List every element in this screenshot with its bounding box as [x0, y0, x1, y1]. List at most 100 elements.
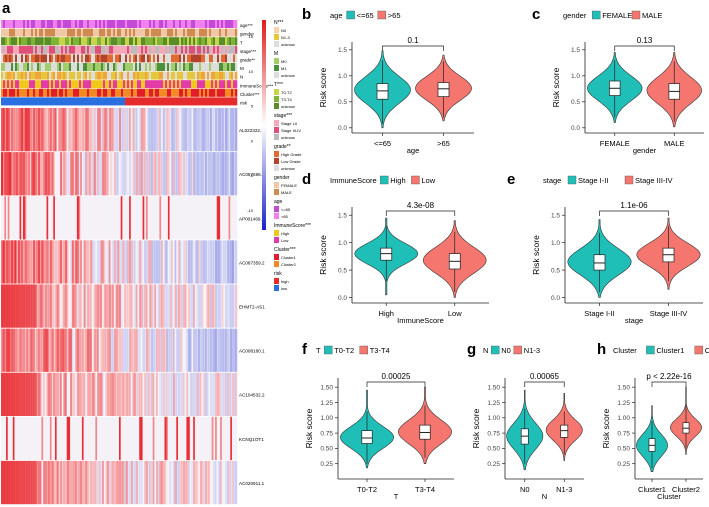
- heatmap-stripe: [43, 372, 46, 416]
- heatmap-stripe: [117, 416, 120, 461]
- heatmap-stripe: [117, 372, 120, 416]
- annotation-cell: [21, 97, 24, 106]
- annotation-cell: [175, 28, 178, 37]
- annotation-cell: [153, 71, 156, 80]
- legend-item: Cluster1: [281, 255, 297, 260]
- panel-f-violin-t: f T T0-T2 T3-T40.250.500.751.001.251.50Risk…: [302, 341, 454, 501]
- heatmap-stripe: [39, 328, 42, 372]
- heatmap-stripe: [51, 372, 54, 416]
- annotation-cell: [105, 80, 108, 89]
- heatmap-stripe: [63, 108, 66, 152]
- heatmap-stripe: [16, 460, 19, 505]
- annotation-cell: [49, 63, 52, 71]
- annotation-cell: [153, 97, 156, 106]
- heatmap-stripe: [194, 460, 197, 505]
- annotation-cell: [87, 45, 90, 54]
- annotation-label: M: [240, 66, 244, 71]
- annotation-cell: [165, 63, 168, 71]
- heatmap-stripe: [54, 416, 57, 461]
- heatmap-stripe: [75, 328, 78, 372]
- heatmap-stripe: [103, 284, 106, 328]
- annotation-cell: [37, 20, 40, 28]
- annotation-cell: [175, 80, 178, 89]
- heatmap-stripe: [215, 108, 218, 152]
- heatmap-stripe: [199, 152, 202, 196]
- heatmap-stripe: [196, 196, 199, 240]
- annotation-cell: [203, 97, 206, 106]
- annotation-cell: [125, 97, 128, 106]
- heatmap-stripe: [81, 328, 84, 372]
- heatmap-stripe: [152, 372, 155, 416]
- annotation-cell: [63, 80, 66, 89]
- heatmap-stripe: [14, 416, 17, 461]
- annotation-cell: [201, 54, 204, 63]
- heatmap-stripe: [93, 416, 96, 461]
- heatmap-stripe: [68, 108, 71, 152]
- annotation-cell: [167, 45, 170, 54]
- annotation-cell: [163, 37, 166, 46]
- heatmap-stripe: [210, 416, 213, 461]
- heatmap-stripe: [186, 108, 189, 152]
- annotation-cell: [125, 45, 128, 54]
- annotation-cell: [169, 54, 172, 63]
- legend-swatch: [274, 58, 279, 64]
- heatmap-stripe: [147, 240, 150, 284]
- annotation-cell: [31, 71, 34, 80]
- annotation-cell: [221, 28, 224, 37]
- annotation-cell: [67, 71, 70, 80]
- gene-labels: AL022322.1AC087686.3AP001469.1AC087359.2…: [239, 128, 265, 486]
- heatmap-stripe: [11, 328, 14, 372]
- annotation-cell: [167, 63, 170, 71]
- heatmap-stripe: [125, 460, 128, 505]
- heatmap-stripe: [33, 416, 36, 461]
- annotation-cell: [193, 20, 196, 28]
- annotation-cell: [129, 45, 132, 54]
- annotation-cell: [61, 28, 64, 37]
- heatmap-stripe: [216, 372, 219, 416]
- heatmap-stripe: [183, 284, 186, 328]
- annotation-cell: [55, 71, 58, 80]
- heatmap-stripe: [228, 152, 231, 196]
- heatmap-stripe: [11, 108, 14, 152]
- heatmap-stripe: [100, 152, 103, 196]
- heatmap-stripe: [211, 416, 214, 461]
- annotation-cell: [173, 45, 176, 54]
- heatmap-stripe: [27, 328, 30, 372]
- heatmap-stripe: [120, 152, 123, 196]
- annotation-cell: [31, 97, 34, 106]
- annotation-cell: [23, 28, 26, 37]
- heatmap-stripe: [97, 460, 100, 505]
- annotation-cell: [203, 54, 206, 63]
- y-tick-label: 1.00: [320, 415, 333, 422]
- heatmap-stripe: [171, 416, 174, 461]
- heatmap-stripe: [233, 460, 236, 505]
- heatmap-stripe: [17, 284, 20, 328]
- heatmap-stripe: [130, 284, 133, 328]
- heatmap-stripe: [92, 240, 95, 284]
- heatmap-stripe: [1, 152, 3, 196]
- heatmap-stripe: [98, 284, 101, 328]
- legend-item: High: [281, 231, 289, 236]
- annotation-cell: [123, 97, 126, 106]
- annotation-cell: [219, 28, 222, 37]
- annotation-cell: [7, 37, 10, 46]
- annotation-cell: [13, 71, 16, 80]
- annotation-cell: [43, 37, 46, 46]
- heatmap-stripe: [122, 196, 125, 240]
- heatmap-stripe: [235, 328, 238, 372]
- heatmap-stripe: [36, 328, 39, 372]
- heatmap-stripe: [140, 152, 143, 196]
- annotation-cell: [191, 20, 194, 28]
- p-value-label: 0.00025: [382, 372, 411, 381]
- annotation-cell: [73, 54, 76, 63]
- heatmap-stripe: [132, 152, 135, 196]
- annotation-cell: [61, 80, 64, 89]
- heatmap-stripe: [71, 460, 74, 505]
- annotation-cell: [227, 80, 230, 89]
- heatmap-stripe: [81, 108, 84, 152]
- annotation-cell: [157, 97, 160, 106]
- heatmap-stripe: [53, 460, 56, 505]
- heatmap-stripe: [1, 108, 3, 152]
- heatmap-stripe: [38, 416, 41, 461]
- heatmap-stripe: [161, 416, 164, 461]
